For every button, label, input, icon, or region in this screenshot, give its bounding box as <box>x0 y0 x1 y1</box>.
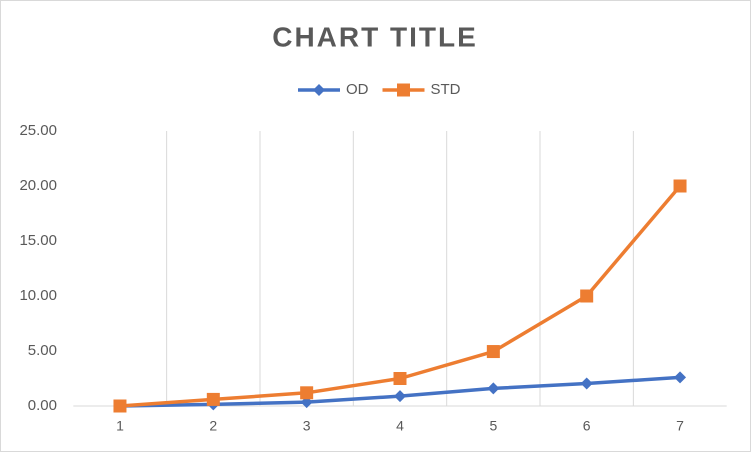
data-point <box>674 371 687 384</box>
y-tick-label: 10.00 <box>19 287 57 304</box>
chart-title: CHART TITLE <box>272 21 478 52</box>
x-tick-label: 4 <box>396 418 404 434</box>
data-point <box>300 386 314 400</box>
x-tick-label: 2 <box>209 418 217 434</box>
y-tick-label: 0.00 <box>28 397 57 414</box>
data-point <box>486 345 500 359</box>
x-tick-label: 5 <box>489 418 497 434</box>
legend-marker <box>313 84 325 96</box>
data-point <box>580 289 594 303</box>
legend-label: OD <box>346 81 369 98</box>
legend-marker <box>397 83 410 97</box>
data-point <box>113 399 127 413</box>
y-tick-label: 20.00 <box>19 177 57 194</box>
x-tick-label: 6 <box>583 418 591 434</box>
y-tick-label: 25.00 <box>19 122 57 139</box>
data-point <box>394 390 406 403</box>
data-point <box>393 372 407 385</box>
legend-label: STD <box>431 81 461 98</box>
data-point <box>487 382 500 395</box>
x-tick-label: 7 <box>676 418 684 434</box>
x-tick-label: 1 <box>116 418 124 434</box>
y-tick-label: 5.00 <box>28 342 57 359</box>
data-point <box>580 377 593 390</box>
data-point <box>206 392 220 406</box>
data-point <box>673 179 687 193</box>
y-tick-label: 15.00 <box>19 232 57 249</box>
x-tick-label: 3 <box>303 418 311 434</box>
